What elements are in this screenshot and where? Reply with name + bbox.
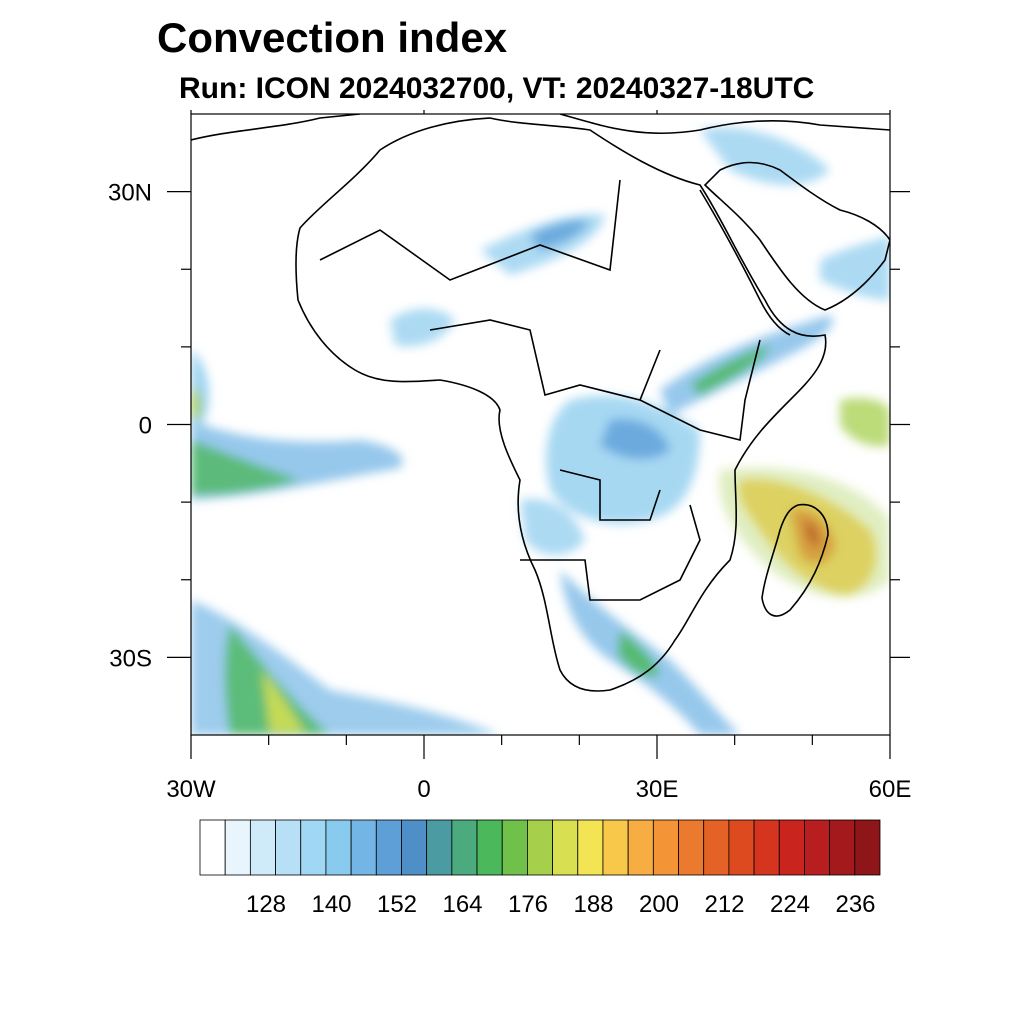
colorbar-label: 176	[508, 891, 548, 918]
field-sahara-band-core	[530, 220, 590, 250]
convection-field-layer	[191, 127, 890, 735]
lat-tick-label: 30S	[109, 645, 152, 672]
colorbar-swatch	[275, 819, 302, 876]
lat-tick-label: 0	[139, 413, 152, 440]
colorbar-swatch	[753, 819, 780, 876]
colorbar-swatch	[527, 819, 553, 876]
red-sea	[699, 189, 791, 336]
map-subtitle: Run: ICON 2024032700, VT: 20240327-18UTC	[179, 72, 815, 105]
colorbar-swatch	[325, 819, 352, 876]
plot-frame	[190, 113, 891, 736]
colorbar-swatch	[501, 819, 528, 876]
border-congo	[559, 469, 661, 521]
field-south-atlantic-peak	[262, 670, 305, 732]
colorbar-swatch	[652, 819, 679, 876]
colorbar-swatch	[678, 819, 705, 876]
colorbar-swatch	[577, 819, 604, 876]
field-southern-africa	[560, 570, 740, 735]
lon-tick-label: 30W	[166, 776, 216, 803]
colorbar-swatch	[224, 819, 251, 876]
colorbar-label: 236	[835, 891, 875, 918]
colorbar-swatch	[249, 819, 276, 876]
colorbar-swatch	[778, 819, 805, 876]
lat-tick-label: 30N	[108, 180, 152, 207]
border-east	[639, 339, 761, 441]
colorbar-swatch	[627, 819, 654, 876]
colorbar-swatch	[829, 819, 856, 876]
border-sahel	[319, 179, 621, 281]
field-arabia-coast	[820, 235, 890, 300]
colorbar-label: 212	[704, 891, 744, 918]
field-angola	[520, 499, 585, 555]
field-south-atlantic-core	[225, 625, 330, 735]
colorbar-label: 224	[770, 891, 810, 918]
colorbar-label: 140	[311, 891, 351, 918]
arabia-coastline	[703, 161, 890, 311]
colorbar-swatch	[350, 819, 377, 876]
colorbar-swatch	[854, 819, 881, 876]
colorbar-swatch	[451, 819, 478, 876]
colorbar-swatch	[703, 819, 730, 876]
field-indian-ocean-eq	[840, 398, 890, 447]
colorbar-swatch	[602, 819, 629, 876]
border-south	[520, 504, 701, 601]
lon-tick-label: 30E	[636, 776, 679, 803]
colorbar-swatch	[426, 819, 453, 876]
colorbar-swatch	[476, 819, 503, 876]
field-congo-core	[600, 419, 670, 460]
colorbar-swatch	[199, 819, 226, 876]
field-middle-east	[700, 127, 830, 185]
colorbar-swatch	[300, 819, 327, 876]
colorbar-swatch	[552, 819, 579, 876]
colorbar-label: 188	[573, 891, 613, 918]
europe-coastline	[191, 114, 890, 141]
colorbar-label: 200	[639, 891, 679, 918]
colorbar-label: 164	[442, 891, 482, 918]
field-atlantic-west-core	[191, 385, 202, 420]
field-atlantic-itcz-core	[191, 440, 300, 495]
field-congo	[546, 395, 700, 524]
border-central	[429, 319, 661, 401]
colorbar-swatch	[728, 819, 755, 876]
colorbar-swatch	[401, 819, 428, 876]
field-madagascar-halo	[719, 467, 890, 598]
field-west-africa	[390, 308, 455, 347]
map-title: Convection index	[157, 14, 508, 61]
lon-tick-label: 0	[417, 776, 430, 803]
colorbar: 128 140 152 164 176 188 200 212 224 236	[199, 819, 881, 918]
colorbar-label: 152	[377, 891, 417, 918]
field-southern-africa-core	[618, 630, 660, 677]
africa-coastline	[295, 117, 827, 692]
colorbar-swatch	[804, 819, 831, 876]
axis-ticks: 30W 0 30E 60E 30N 0 30S	[108, 110, 911, 803]
madagascar-coastline	[761, 503, 829, 617]
lon-tick-label: 60E	[869, 776, 912, 803]
field-ethiopia-core	[690, 345, 770, 395]
colorbar-swatch	[375, 819, 402, 876]
colorbar-label: 128	[246, 891, 286, 918]
coastline-layer	[191, 114, 890, 692]
